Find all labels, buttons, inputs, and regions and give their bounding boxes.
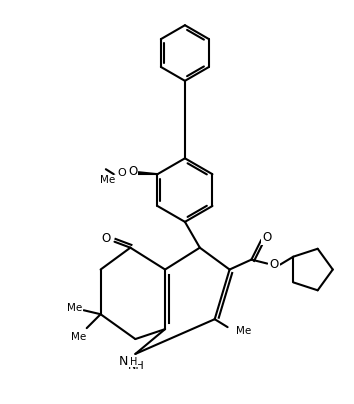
Text: N: N [119, 356, 128, 368]
Text: Me: Me [67, 303, 82, 313]
Text: Me: Me [100, 175, 115, 185]
Text: Me: Me [235, 326, 251, 336]
Text: O: O [270, 258, 279, 271]
Text: NH: NH [127, 361, 144, 371]
Text: O: O [263, 231, 272, 244]
Text: H: H [130, 357, 137, 367]
Text: O: O [128, 165, 137, 178]
Text: O: O [101, 232, 110, 245]
Text: O: O [117, 168, 126, 178]
Text: Me: Me [71, 332, 86, 342]
